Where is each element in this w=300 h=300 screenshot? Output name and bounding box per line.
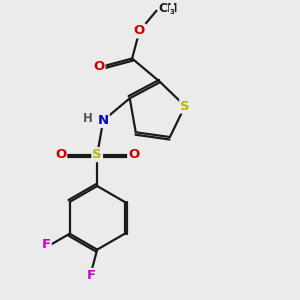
Text: CH: CH: [158, 2, 178, 15]
Text: O: O: [128, 148, 140, 161]
Text: H: H: [83, 112, 93, 125]
Text: S: S: [92, 148, 102, 161]
Text: S: S: [180, 100, 190, 112]
Text: F: F: [87, 269, 96, 282]
Text: N: N: [98, 114, 109, 127]
Text: F: F: [42, 238, 51, 251]
Text: ₃: ₃: [169, 6, 174, 16]
Text: O: O: [55, 148, 66, 161]
Text: O: O: [134, 25, 145, 38]
Text: O: O: [93, 60, 104, 73]
